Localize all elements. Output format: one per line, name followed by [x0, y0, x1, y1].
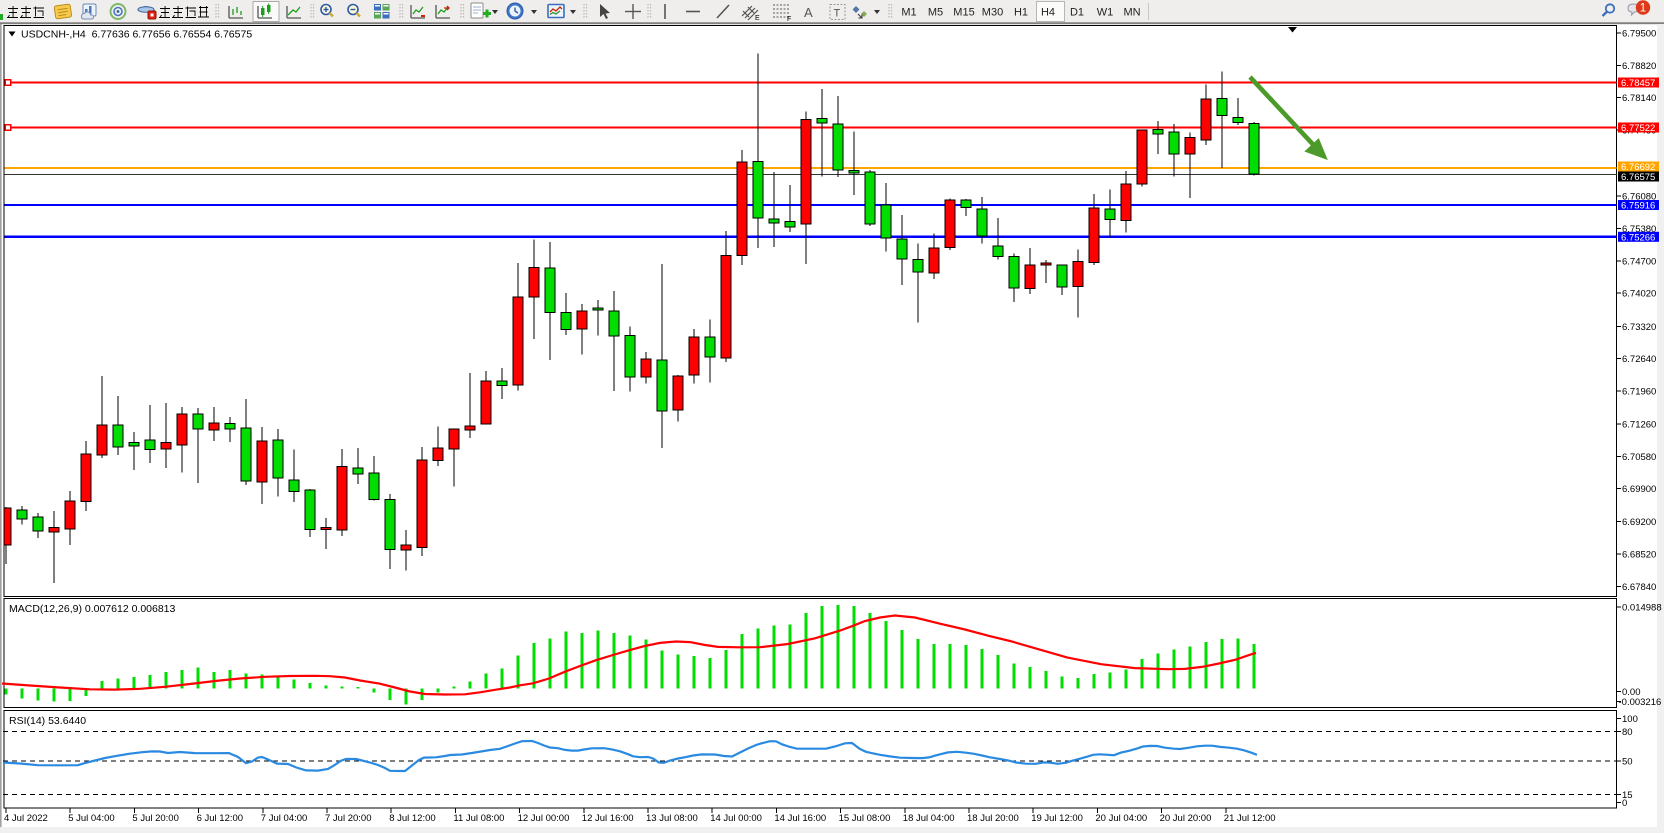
- svg-text:4 Jul 2022: 4 Jul 2022: [4, 813, 48, 824]
- svg-text:W1: W1: [1097, 7, 1114, 19]
- svg-text:50: 50: [1622, 757, 1633, 768]
- svg-text:6.75380: 6.75380: [1622, 224, 1656, 235]
- svg-text:6.76080: 6.76080: [1622, 192, 1656, 203]
- svg-text:6.73320: 6.73320: [1622, 322, 1656, 333]
- svg-text:1: 1: [1640, 3, 1646, 15]
- svg-text:6.69900: 6.69900: [1622, 484, 1656, 495]
- svg-text:6.77522: 6.77522: [1621, 123, 1655, 134]
- svg-text:11 Jul 08:00: 11 Jul 08:00: [453, 813, 504, 824]
- svg-text:15: 15: [1622, 790, 1633, 801]
- svg-text:T: T: [834, 8, 841, 20]
- svg-text:M30: M30: [982, 7, 1003, 19]
- svg-text:USDCNH-,H4 6.77636 6.77656 6.: USDCNH-,H4 6.77636 6.77656 6.76554 6.765…: [21, 29, 252, 41]
- svg-text:5 Jul 04:00: 5 Jul 04:00: [68, 813, 114, 824]
- svg-text:14 Jul 00:00: 14 Jul 00:00: [710, 813, 762, 824]
- svg-text:20 Jul 04:00: 20 Jul 04:00: [1095, 813, 1147, 824]
- svg-text:M1: M1: [901, 7, 916, 19]
- svg-text:6.71260: 6.71260: [1622, 420, 1656, 431]
- svg-text:5 Jul 20:00: 5 Jul 20:00: [132, 813, 178, 824]
- svg-text:6.78140: 6.78140: [1622, 93, 1656, 104]
- svg-text:6.74020: 6.74020: [1622, 289, 1656, 300]
- svg-text:6.78820: 6.78820: [1622, 61, 1656, 72]
- svg-text:6.75266: 6.75266: [1621, 232, 1655, 243]
- svg-text:6.79500: 6.79500: [1622, 29, 1656, 40]
- svg-text:0: 0: [1622, 798, 1627, 809]
- svg-text:6.72640: 6.72640: [1622, 354, 1656, 365]
- svg-text:6 Jul 12:00: 6 Jul 12:00: [197, 813, 243, 824]
- svg-text:MN: MN: [1123, 7, 1140, 19]
- svg-text:19 Jul 12:00: 19 Jul 12:00: [1031, 813, 1083, 824]
- svg-text:12 Jul 00:00: 12 Jul 00:00: [518, 813, 570, 824]
- svg-text:MACD(12,26,9) 0.007612 0.00681: MACD(12,26,9) 0.007612 0.006813: [9, 603, 176, 615]
- svg-text:6.68520: 6.68520: [1622, 550, 1656, 561]
- svg-text:6.76575: 6.76575: [1621, 172, 1655, 183]
- svg-text:7 Jul 20:00: 7 Jul 20:00: [325, 813, 371, 824]
- svg-text:14 Jul 16:00: 14 Jul 16:00: [774, 813, 826, 824]
- svg-text:100: 100: [1622, 714, 1638, 725]
- svg-text:80: 80: [1622, 727, 1633, 738]
- svg-text:18 Jul 20:00: 18 Jul 20:00: [967, 813, 1019, 824]
- svg-text:6.67840: 6.67840: [1622, 582, 1656, 593]
- svg-text:6.78457: 6.78457: [1621, 78, 1655, 89]
- svg-text:7 Jul 04:00: 7 Jul 04:00: [261, 813, 307, 824]
- svg-text:6.75916: 6.75916: [1621, 201, 1655, 212]
- svg-text:H4: H4: [1041, 7, 1055, 19]
- svg-text:15 Jul 08:00: 15 Jul 08:00: [839, 813, 891, 824]
- svg-text:0.014988: 0.014988: [1622, 603, 1662, 614]
- svg-text:12 Jul 16:00: 12 Jul 16:00: [582, 813, 634, 824]
- svg-text:6.74700: 6.74700: [1622, 256, 1656, 267]
- svg-text:-0.003216: -0.003216: [1619, 697, 1662, 708]
- svg-text:13 Jul 08:00: 13 Jul 08:00: [646, 813, 698, 824]
- svg-text:21 Jul 12:00: 21 Jul 12:00: [1224, 813, 1276, 824]
- svg-text:6.76692: 6.76692: [1621, 162, 1655, 173]
- svg-text:A: A: [804, 5, 813, 20]
- svg-text:D1: D1: [1070, 7, 1084, 19]
- svg-text:M5: M5: [928, 7, 943, 19]
- svg-text:20 Jul 20:00: 20 Jul 20:00: [1160, 813, 1212, 824]
- svg-text:0.00: 0.00: [1622, 687, 1641, 698]
- svg-text:H1: H1: [1014, 7, 1028, 19]
- svg-text:8 Jul 12:00: 8 Jul 12:00: [389, 813, 435, 824]
- svg-text:RSI(14) 53.6440: RSI(14) 53.6440: [9, 715, 86, 727]
- svg-text:6.69200: 6.69200: [1622, 517, 1656, 528]
- svg-text:6.70580: 6.70580: [1622, 452, 1656, 463]
- svg-text:E: E: [755, 15, 760, 22]
- svg-text:M15: M15: [953, 7, 974, 19]
- svg-text:6.71960: 6.71960: [1622, 386, 1656, 397]
- svg-text:F: F: [787, 16, 791, 23]
- svg-text:18 Jul 04:00: 18 Jul 04:00: [903, 813, 955, 824]
